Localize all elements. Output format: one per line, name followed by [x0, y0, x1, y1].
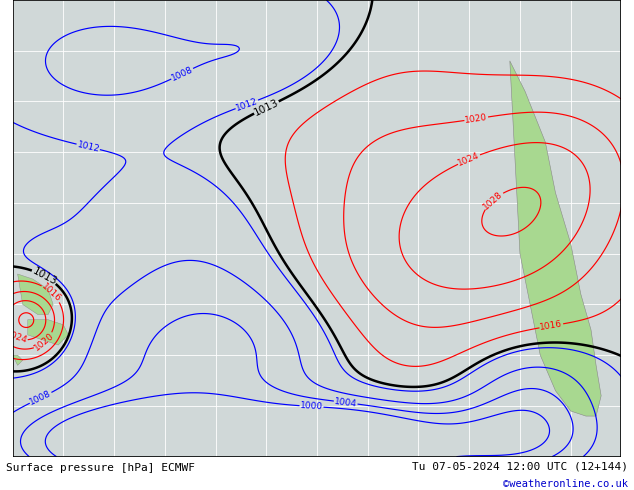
Text: 1020: 1020 [464, 113, 488, 125]
Text: ©weatheronline.co.uk: ©weatheronline.co.uk [503, 479, 628, 489]
Text: 1024: 1024 [4, 329, 29, 345]
Text: 1012: 1012 [76, 140, 100, 154]
Text: 1012: 1012 [235, 96, 259, 113]
Text: 1016: 1016 [40, 282, 63, 304]
Text: 1000: 1000 [300, 401, 323, 412]
Text: Tu 07-05-2024 12:00 UTC (12+144): Tu 07-05-2024 12:00 UTC (12+144) [411, 461, 628, 471]
Polygon shape [18, 274, 53, 315]
Polygon shape [28, 319, 68, 345]
Text: 1013: 1013 [30, 266, 58, 287]
Text: 1004: 1004 [333, 397, 358, 408]
Text: 1013: 1013 [252, 97, 280, 118]
Text: 1020: 1020 [32, 331, 56, 353]
Text: 1016: 1016 [540, 319, 564, 332]
Text: 1008: 1008 [170, 65, 195, 83]
Text: 1008: 1008 [29, 389, 53, 407]
Polygon shape [13, 355, 23, 366]
Text: 1028: 1028 [482, 189, 505, 211]
Polygon shape [510, 61, 601, 416]
Text: 1024: 1024 [456, 151, 481, 168]
Text: Surface pressure [hPa] ECMWF: Surface pressure [hPa] ECMWF [6, 464, 195, 473]
